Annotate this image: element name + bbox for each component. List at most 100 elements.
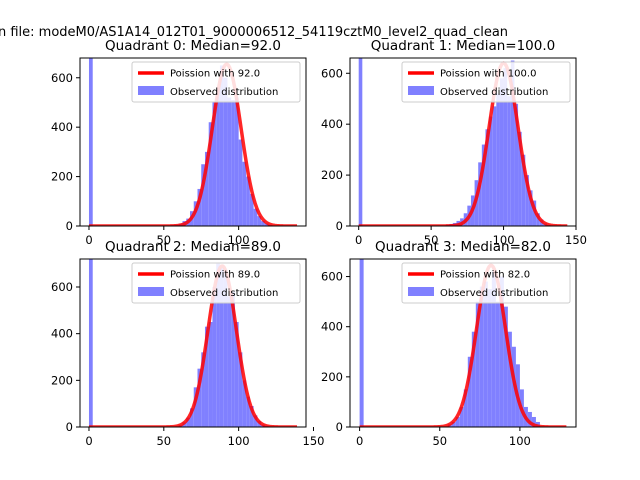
legend: Poission with 89.0 Observed distribution <box>131 262 301 304</box>
histogram-bar <box>507 331 512 427</box>
histogram-bar <box>499 78 504 226</box>
histogram-bar <box>186 417 191 427</box>
y-tick-label: 200 <box>321 370 343 384</box>
x-tick-label: 100 <box>228 233 250 247</box>
histogram-bar <box>190 408 194 427</box>
histogram-bar <box>503 306 508 427</box>
histogram-bar <box>481 144 486 226</box>
subplot-title: Quadrant 0: Median=92.0 <box>105 38 281 54</box>
histogram-bar <box>253 208 258 226</box>
histogram-bar <box>518 131 522 226</box>
legend: Poission with 100.0 Observed distribution <box>401 61 571 103</box>
legend-box <box>401 61 571 103</box>
histogram-bar <box>208 122 213 226</box>
histogram-bar <box>536 213 540 226</box>
histogram-bar <box>491 271 496 427</box>
histogram-bar <box>521 154 526 226</box>
histogram-bar <box>489 116 493 226</box>
subplot-quadrant-2: 0 200 400 600 0 50 100 150 Quadrant 2: Median=89… <box>51 239 324 448</box>
axes-frame <box>349 57 577 227</box>
legend-box <box>131 262 301 304</box>
histogram-bar <box>492 106 497 226</box>
y-tick-label: 400 <box>51 327 73 341</box>
histogram-bar <box>227 97 232 226</box>
legend-box <box>131 61 301 103</box>
y-tick-label: 200 <box>321 168 343 182</box>
x-tick-label: 100 <box>493 233 515 247</box>
plot-area <box>358 259 568 427</box>
histogram-bar <box>208 322 213 427</box>
histogram-bar <box>471 331 476 427</box>
histogram-bar <box>246 176 250 226</box>
histogram-bar <box>459 406 464 427</box>
legend-fit-label: Poission with 82.0 <box>440 270 530 281</box>
x-tick-label: 0 <box>85 233 92 247</box>
legend-fit-label: Poission with 92.0 <box>170 69 260 80</box>
legend-hist-swatch <box>138 86 164 95</box>
y-tick-label: 0 <box>66 420 73 434</box>
legend-hist-swatch <box>408 287 434 296</box>
histogram-bar <box>201 352 205 427</box>
x-tick-label: 50 <box>432 434 447 448</box>
histogram-bar <box>495 301 500 427</box>
poisson-fit-line <box>87 264 299 427</box>
axes-frame <box>79 57 307 227</box>
x-tick-label: 100 <box>509 434 531 448</box>
histogram-bar <box>219 268 224 427</box>
x-tick-label: 150 <box>303 434 325 448</box>
subplot-quadrant-1: 0 200 400 600 0 50 100 150 Quadrant 1: Median=10… <box>321 38 587 247</box>
histogram-bar <box>212 287 217 427</box>
histogram-bar <box>359 259 364 427</box>
histogram-bar <box>204 151 209 226</box>
histogram-bar <box>531 416 536 427</box>
histogram-bar <box>451 421 456 427</box>
legend-hist-label: Observed distribution <box>170 288 278 299</box>
histogram-bar <box>507 96 511 226</box>
histogram-bar <box>478 162 482 226</box>
histogram-bar <box>249 193 254 226</box>
histogram-bar <box>358 58 363 226</box>
histogram-bar <box>483 281 488 427</box>
histogram-bar <box>88 259 93 427</box>
histogram-bar <box>242 380 247 427</box>
histogram-bar <box>201 164 205 226</box>
histogram-bar <box>499 276 504 427</box>
poisson-fit-line <box>358 263 568 427</box>
histogram-bar <box>249 406 254 427</box>
poisson-fit-line <box>357 61 569 226</box>
y-tick-label: 200 <box>51 170 73 184</box>
x-tick-label: 0 <box>355 233 362 247</box>
axes-frame <box>79 258 307 428</box>
y-tick-label: 0 <box>336 420 343 434</box>
y-tick-label: 600 <box>321 270 343 284</box>
plot-area <box>87 58 299 226</box>
subplot-title: Quadrant 2: Median=89.0 <box>105 239 281 255</box>
histogram-bar <box>238 139 243 226</box>
y-tick-label: 600 <box>321 66 343 80</box>
histogram-bar <box>197 368 202 427</box>
histogram-bar <box>463 389 468 427</box>
y-tick-label: 400 <box>321 117 343 131</box>
histogram-bar <box>485 129 490 226</box>
histogram-bar <box>238 352 243 427</box>
histogram-bar <box>242 161 247 226</box>
legend: Poission with 92.0 Observed distribution <box>131 61 301 103</box>
y-tick-label: 400 <box>321 320 343 334</box>
legend-hist-swatch <box>408 86 434 95</box>
histogram-bar <box>216 87 220 226</box>
histogram-bar <box>231 100 235 226</box>
legend-box <box>401 262 571 304</box>
histogram-bar <box>223 270 228 427</box>
histogram-bar <box>231 291 235 427</box>
histogram-bar <box>525 175 529 226</box>
histogram-bar <box>216 263 220 427</box>
plot-area <box>87 259 299 427</box>
histogram-bar <box>193 387 198 427</box>
subplot-quadrant-0: 0 200 400 600 0 50 100 Quadrant 0: Median=92.0 P… <box>51 38 307 247</box>
legend-fit-label: Poission with 89.0 <box>170 270 260 281</box>
axes-frame <box>349 258 577 428</box>
histogram-bar <box>510 60 515 226</box>
legend-hist-swatch <box>138 287 164 296</box>
legend-hist-label: Observed distribution <box>440 87 548 98</box>
histogram-bar <box>475 301 480 427</box>
